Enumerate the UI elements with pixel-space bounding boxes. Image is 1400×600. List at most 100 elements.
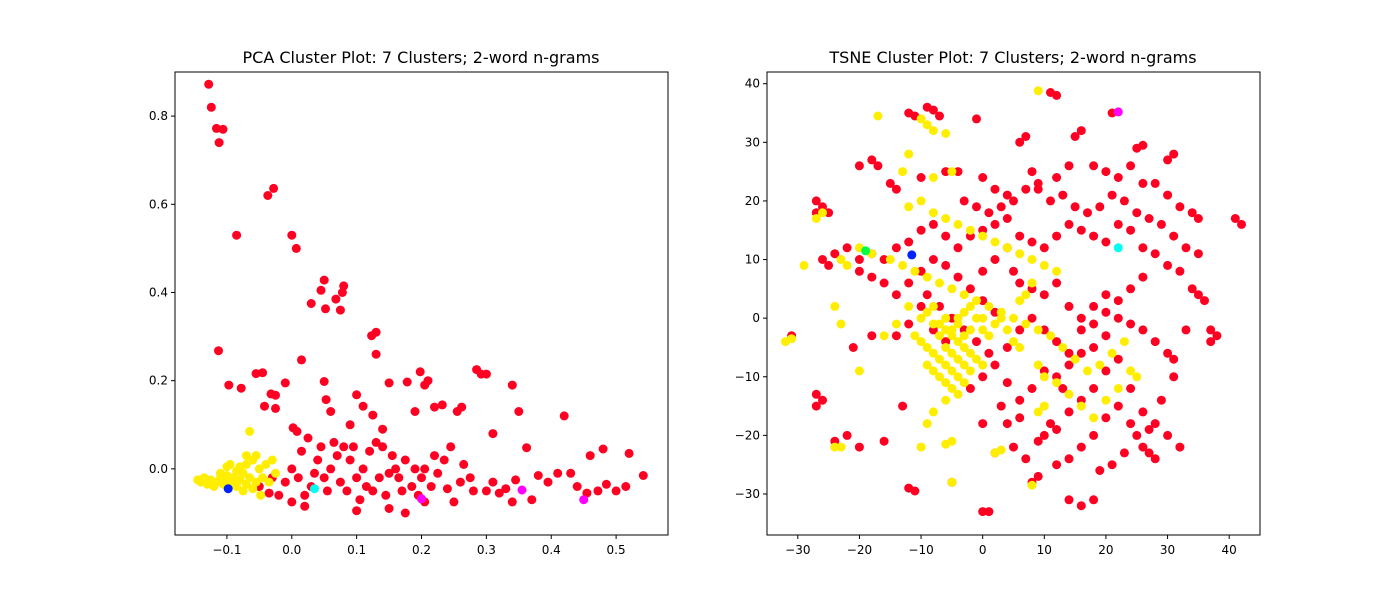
tsne-point — [1064, 348, 1074, 358]
pca-point — [437, 400, 447, 410]
tsne-point — [1138, 407, 1148, 417]
pca-point — [374, 473, 384, 483]
tsne-point — [854, 161, 864, 171]
tsne-point — [1113, 107, 1123, 117]
pca-point — [352, 390, 362, 400]
tsne-point — [1150, 454, 1160, 464]
tsne-point — [916, 337, 926, 347]
tsne-point — [1132, 372, 1142, 382]
tsne-y-tick-label: 0 — [752, 311, 760, 325]
tsne-point — [1156, 219, 1166, 229]
tsne-point — [1064, 161, 1074, 171]
tsne-point — [1230, 214, 1240, 223]
tsne-plot-title: TSNE Cluster Plot: 7 Clusters; 2-word n-… — [828, 48, 1196, 67]
tsne-point — [941, 167, 951, 177]
pca-point — [559, 411, 569, 421]
tsne-point — [1169, 354, 1179, 364]
tsne-point — [1009, 313, 1018, 323]
tsne-x-tick-label: 40 — [1222, 543, 1237, 557]
tsne-point — [984, 507, 994, 517]
tsne-point — [898, 401, 908, 411]
tsne-point — [1101, 366, 1111, 376]
tsne-point — [879, 436, 889, 446]
pca-point — [335, 477, 345, 487]
pca-point — [238, 486, 248, 496]
tsne-point — [935, 111, 944, 121]
tsne-point — [1058, 343, 1068, 352]
pca-axes-frame — [174, 71, 669, 536]
pca-point — [292, 426, 302, 436]
tsne-point — [1002, 343, 1012, 352]
tsne-point — [947, 167, 957, 177]
pca-point — [430, 451, 439, 461]
tsne-point — [928, 407, 938, 417]
pca-point — [426, 482, 436, 491]
tsne-point — [1027, 480, 1037, 490]
tsne-point — [1058, 190, 1068, 200]
pca-point — [254, 464, 264, 474]
tsne-point — [928, 126, 938, 136]
tsne-point — [990, 319, 1000, 329]
tsne-point — [1126, 161, 1136, 171]
pca-point — [223, 484, 233, 494]
pca-point — [423, 376, 433, 386]
pca-point — [621, 482, 631, 491]
pca-point — [533, 471, 543, 480]
pca-point — [624, 448, 634, 458]
tsne-x-tick-label: 30 — [1160, 543, 1175, 557]
pca-point — [543, 477, 553, 487]
tsne-point — [916, 114, 926, 124]
pca-point — [381, 490, 391, 500]
tsne-y-tick-label: 10 — [745, 253, 760, 267]
pca-point — [263, 191, 273, 200]
pca-point — [261, 459, 271, 469]
tsne-point — [1021, 454, 1031, 464]
tsne-point — [1039, 290, 1049, 300]
tsne-point — [904, 237, 914, 247]
pca-point — [232, 230, 242, 240]
tsne-y-tick-label: 30 — [745, 135, 760, 149]
tsne-point — [830, 442, 840, 452]
tsne-point — [879, 255, 889, 264]
tsne-point — [1015, 231, 1025, 241]
tsne-point — [978, 419, 988, 429]
tsne-point — [1027, 167, 1037, 177]
tsne-point — [1150, 178, 1160, 188]
pca-point — [378, 442, 388, 452]
pca-point — [514, 407, 524, 416]
tsne-point — [1064, 389, 1074, 399]
pca-point — [214, 138, 224, 148]
tsne-point — [1015, 278, 1025, 288]
pca-point — [378, 424, 388, 434]
tsne-point — [1052, 425, 1062, 434]
tsne-point — [1039, 430, 1049, 440]
pca-point — [297, 446, 306, 456]
tsne-point — [1113, 173, 1123, 182]
tsne-point — [891, 331, 901, 341]
tsne-point — [1021, 132, 1031, 141]
tsne-point — [916, 266, 926, 276]
tsne-point — [1046, 419, 1055, 429]
tsne-point — [898, 260, 908, 270]
pca-point — [214, 346, 223, 356]
tsne-point — [972, 337, 981, 347]
pca-point — [371, 349, 381, 359]
pca-point — [245, 473, 255, 483]
tsne-point — [1027, 255, 1037, 264]
tsne-point — [1089, 343, 1099, 352]
pca-point — [527, 495, 537, 505]
tsne-point — [842, 260, 852, 270]
pca-point — [384, 468, 394, 478]
tsne-point — [990, 184, 1000, 194]
pca-point — [335, 305, 345, 315]
tsne-point — [941, 325, 951, 335]
pca-point — [321, 304, 330, 314]
tsne-point — [836, 442, 846, 452]
tsne-point — [885, 178, 895, 188]
tsne-y-tick-label: 20 — [745, 194, 760, 208]
pca-points — [193, 79, 648, 518]
tsne-point — [928, 301, 938, 311]
pca-point — [402, 377, 412, 387]
tsne-point — [935, 319, 944, 329]
tsne-point — [867, 155, 877, 165]
